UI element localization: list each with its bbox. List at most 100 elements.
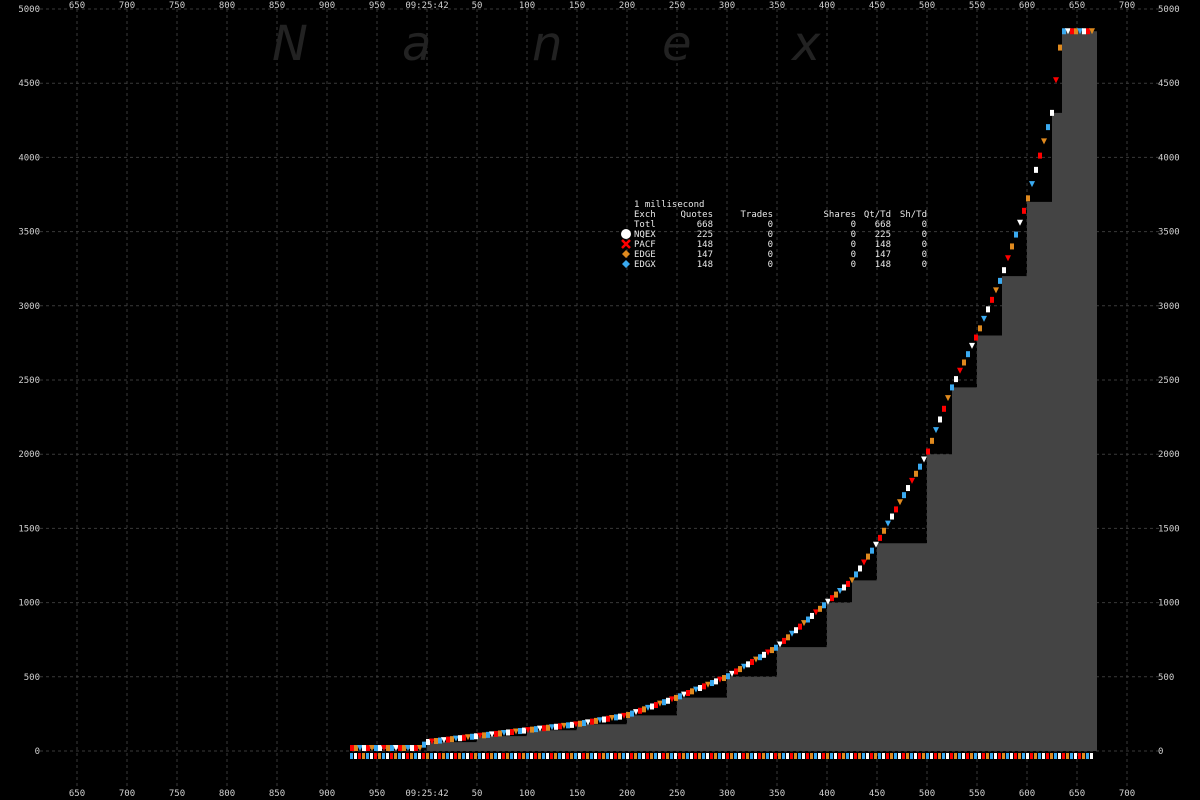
quote-marker-bottom bbox=[834, 753, 837, 759]
quote-marker bbox=[369, 745, 375, 752]
x-tick-label-top: 600 bbox=[1019, 1, 1035, 11]
quote-marker bbox=[618, 713, 622, 720]
quote-marker-bottom bbox=[394, 753, 397, 759]
quote-marker-bottom bbox=[478, 753, 481, 759]
quote-marker bbox=[753, 656, 759, 663]
legend-cell: 0 bbox=[768, 230, 773, 240]
x-tick-label-top: 750 bbox=[169, 1, 185, 11]
quote-marker-bottom bbox=[982, 753, 985, 759]
x-axis-top-ticks: 650 700 750 800 850 900 950 09:25:42 50 100 150 200… bbox=[69, 1, 1135, 11]
legend-header: Exch bbox=[634, 210, 656, 220]
quote-marker-bottom bbox=[418, 753, 421, 759]
legend-cell: 147 bbox=[697, 250, 713, 260]
quote-marker bbox=[1002, 267, 1006, 274]
legend-header: Trades bbox=[740, 210, 773, 220]
quote-marker bbox=[957, 367, 963, 374]
quote-marker bbox=[429, 738, 435, 745]
quote-marker bbox=[501, 729, 507, 736]
quote-marker bbox=[717, 676, 723, 683]
x-tick-label-bottom: 700 bbox=[1119, 789, 1135, 799]
quote-marker-bottom bbox=[1058, 753, 1061, 759]
legend-marker bbox=[622, 260, 630, 268]
quote-marker-bottom bbox=[450, 753, 453, 759]
quote-marker bbox=[822, 602, 826, 609]
quote-marker bbox=[1050, 109, 1054, 116]
quote-marker bbox=[765, 649, 771, 656]
quote-marker-bottom bbox=[626, 753, 629, 759]
quote-marker-bottom bbox=[1042, 753, 1045, 759]
quote-marker-bottom bbox=[1038, 753, 1041, 759]
quote-marker bbox=[621, 712, 627, 719]
quote-marker bbox=[458, 735, 462, 742]
quote-marker-bottom bbox=[586, 753, 589, 759]
quote-marker-bottom bbox=[930, 753, 933, 759]
quote-marker bbox=[674, 694, 678, 701]
quote-marker-bottom bbox=[950, 753, 953, 759]
quote-marker-bottom bbox=[618, 753, 621, 759]
quote-marker bbox=[1070, 28, 1074, 35]
quote-marker bbox=[366, 745, 370, 752]
quote-marker bbox=[669, 696, 675, 703]
quote-marker bbox=[714, 678, 718, 685]
quote-marker-bottom bbox=[858, 753, 861, 759]
quote-marker-bottom bbox=[382, 753, 385, 759]
quote-marker bbox=[470, 733, 474, 740]
quote-marker-bottom bbox=[546, 753, 549, 759]
quote-marker-bottom bbox=[510, 753, 513, 759]
quote-marker bbox=[506, 729, 510, 736]
x-tick-label-bottom: 950 bbox=[369, 789, 385, 799]
quote-marker bbox=[554, 723, 558, 730]
legend-cell: 0 bbox=[922, 250, 927, 260]
legend-cell: 225 bbox=[875, 230, 891, 240]
quote-marker bbox=[741, 663, 747, 670]
quote-marker bbox=[902, 492, 906, 499]
quote-marker bbox=[614, 714, 618, 721]
quote-marker-bottom bbox=[726, 753, 729, 759]
quote-marker bbox=[597, 717, 603, 724]
quote-marker-bottom bbox=[554, 753, 557, 759]
quote-marker-bottom bbox=[522, 753, 525, 759]
legend-cell: 668 bbox=[697, 220, 713, 230]
legend-cell: 0 bbox=[768, 220, 773, 230]
quote-marker-bottom bbox=[1002, 753, 1005, 759]
quote-marker-bottom bbox=[434, 753, 437, 759]
x-tick-label-bottom: 250 bbox=[669, 789, 685, 799]
quote-marker-bottom bbox=[1030, 753, 1033, 759]
quote-marker bbox=[861, 559, 867, 566]
quote-marker bbox=[702, 683, 706, 690]
quote-marker bbox=[726, 673, 730, 680]
x-tick-label-top: 700 bbox=[1119, 1, 1135, 11]
quote-marker bbox=[738, 666, 742, 673]
quote-marker-bottom bbox=[990, 753, 993, 759]
quote-marker bbox=[950, 384, 954, 391]
quote-marker bbox=[482, 732, 486, 739]
quote-marker-bottom bbox=[866, 753, 869, 759]
quote-marker-bottom bbox=[698, 753, 701, 759]
quote-marker-bottom bbox=[630, 753, 633, 759]
quote-marker-bottom bbox=[862, 753, 865, 759]
y-tick-label-right: 2000 bbox=[1158, 450, 1180, 460]
legend-cell: 0 bbox=[851, 230, 856, 240]
quote-marker bbox=[561, 722, 567, 729]
quote-marker bbox=[1086, 28, 1090, 35]
quote-marker bbox=[642, 706, 646, 713]
quote-marker-bottom bbox=[430, 753, 433, 759]
quote-marker bbox=[474, 733, 478, 740]
quote-marker bbox=[489, 731, 495, 738]
legend-header: Sh/Td bbox=[900, 210, 927, 220]
quote-marker bbox=[914, 470, 918, 477]
quote-marker bbox=[678, 693, 682, 700]
x-tick-label-top: 350 bbox=[769, 1, 785, 11]
quote-marker bbox=[789, 630, 795, 637]
quote-marker-bottom bbox=[538, 753, 541, 759]
quote-marker-bottom bbox=[938, 753, 941, 759]
legend-cell: 0 bbox=[768, 250, 773, 260]
quote-marker bbox=[818, 605, 822, 612]
watermark-letter: N bbox=[272, 16, 308, 72]
quote-marker bbox=[1053, 77, 1059, 84]
quote-marker-bottom bbox=[694, 753, 697, 759]
quote-marker bbox=[422, 741, 426, 748]
quote-marker bbox=[854, 571, 858, 578]
quote-marker-bottom bbox=[914, 753, 917, 759]
quote-marker bbox=[566, 722, 570, 729]
